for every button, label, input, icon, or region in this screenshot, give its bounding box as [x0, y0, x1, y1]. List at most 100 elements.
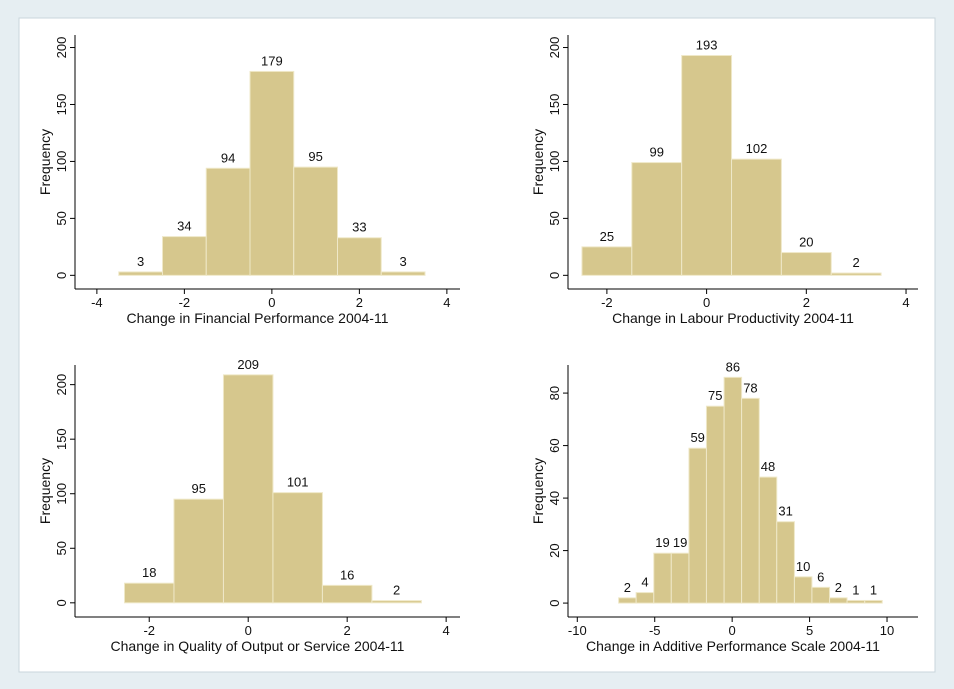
x-tick-label: -2 — [143, 623, 155, 638]
bar — [205, 167, 251, 276]
x-tick-label: -2 — [601, 295, 613, 310]
bar — [830, 272, 882, 276]
y-tick-label: 100 — [547, 151, 562, 173]
data-label: 25 — [600, 229, 614, 244]
x-tick-label: 4 — [443, 295, 450, 310]
data-label: 95 — [191, 481, 205, 496]
data-label: 19 — [673, 535, 687, 550]
bar — [173, 498, 224, 604]
bar — [380, 271, 426, 276]
data-label: 2 — [393, 583, 400, 598]
bar — [631, 162, 683, 276]
x-tick-label: 2 — [344, 623, 351, 638]
y-tick-label: 50 — [547, 211, 562, 225]
x-tick-label: -4 — [91, 295, 103, 310]
bar — [222, 374, 274, 604]
bar — [321, 584, 373, 604]
y-tick-label: 150 — [547, 94, 562, 116]
bar — [864, 599, 883, 604]
y-tick-label: 40 — [547, 491, 562, 505]
x-tick-label: 10 — [880, 623, 894, 638]
data-label: 33 — [352, 220, 366, 235]
x-tick-label: 2 — [803, 295, 810, 310]
data-label: 2 — [835, 580, 842, 595]
y-tick-label: 0 — [547, 272, 562, 279]
x-tick-label: -5 — [649, 623, 661, 638]
bar — [337, 237, 382, 276]
y-axis-label: Frequency — [37, 129, 53, 195]
data-label: 20 — [799, 235, 813, 250]
y-tick-label: 50 — [54, 211, 69, 225]
x-axis-label: Change in Financial Performance 2004-11 — [126, 310, 388, 326]
y-tick-label: 100 — [54, 483, 69, 505]
bar — [581, 246, 633, 276]
y-tick-label: 80 — [547, 386, 562, 400]
data-label: 86 — [726, 359, 740, 374]
bar — [780, 252, 832, 276]
bar — [731, 158, 782, 276]
data-label: 3 — [137, 254, 144, 269]
x-tick-label: 4 — [902, 295, 909, 310]
x-tick-label: 2 — [356, 295, 363, 310]
y-tick-label: 150 — [54, 94, 69, 116]
data-label: 31 — [778, 504, 792, 519]
y-tick-label: 100 — [54, 151, 69, 173]
bar — [272, 492, 323, 604]
data-label: 209 — [237, 357, 259, 372]
bar — [293, 166, 338, 276]
data-label: 75 — [708, 388, 722, 403]
data-label: 179 — [261, 53, 283, 68]
data-label: 18 — [142, 565, 156, 580]
bar — [670, 552, 690, 604]
data-label: 78 — [743, 380, 757, 395]
data-label: 99 — [650, 145, 664, 160]
data-label: 1 — [852, 582, 859, 597]
data-label: 2 — [853, 255, 860, 270]
x-tick-label: -2 — [179, 295, 191, 310]
bar — [811, 586, 831, 604]
bar — [758, 476, 778, 604]
data-label: 6 — [817, 569, 824, 584]
data-label: 19 — [655, 535, 669, 550]
bar — [723, 376, 743, 604]
data-label: 95 — [308, 149, 322, 164]
data-label: 59 — [690, 430, 704, 445]
y-tick-label: 150 — [54, 428, 69, 450]
x-tick-label: 0 — [729, 623, 736, 638]
bar — [793, 576, 813, 604]
data-label: 10 — [796, 559, 810, 574]
bar — [776, 521, 795, 604]
x-tick-label: 4 — [443, 623, 450, 638]
data-label: 34 — [177, 219, 191, 234]
data-label: 102 — [746, 141, 768, 156]
bar — [249, 70, 295, 276]
data-label: 1 — [870, 582, 877, 597]
bar — [846, 599, 866, 604]
x-axis-label: Change in Quality of Output or Service 2… — [111, 638, 405, 654]
bar — [162, 236, 207, 276]
data-label: 94 — [221, 150, 235, 165]
y-tick-label: 50 — [54, 541, 69, 555]
y-tick-label: 200 — [547, 37, 562, 59]
y-tick-label: 20 — [547, 543, 562, 557]
bar — [618, 597, 637, 604]
y-tick-label: 0 — [54, 272, 69, 279]
bar — [741, 397, 760, 604]
x-tick-label: 0 — [245, 623, 252, 638]
bar — [681, 55, 733, 276]
data-label: 3 — [400, 254, 407, 269]
x-tick-label: 0 — [268, 295, 275, 310]
y-tick-label: 0 — [54, 599, 69, 606]
y-tick-label: 200 — [54, 374, 69, 396]
data-label: 101 — [287, 475, 309, 490]
y-axis-label: Frequency — [37, 458, 53, 524]
bar — [635, 592, 655, 604]
data-label: 4 — [641, 575, 648, 590]
bar — [371, 600, 422, 604]
x-tick-label: 0 — [703, 295, 710, 310]
y-axis-label: Frequency — [530, 458, 546, 524]
data-label: 193 — [696, 38, 718, 53]
data-label: 16 — [340, 567, 354, 582]
bar — [118, 271, 163, 276]
